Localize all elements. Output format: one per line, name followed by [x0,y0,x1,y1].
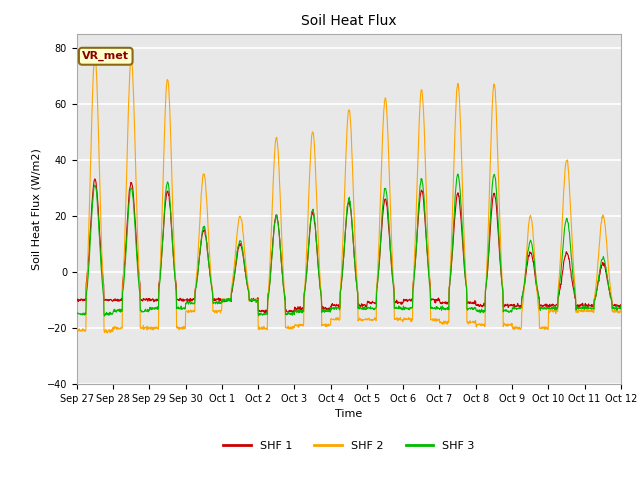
X-axis label: Time: Time [335,409,362,419]
Y-axis label: Soil Heat Flux (W/m2): Soil Heat Flux (W/m2) [31,148,41,270]
Title: Soil Heat Flux: Soil Heat Flux [301,14,397,28]
Text: VR_met: VR_met [82,51,129,61]
Legend: SHF 1, SHF 2, SHF 3: SHF 1, SHF 2, SHF 3 [218,437,479,456]
